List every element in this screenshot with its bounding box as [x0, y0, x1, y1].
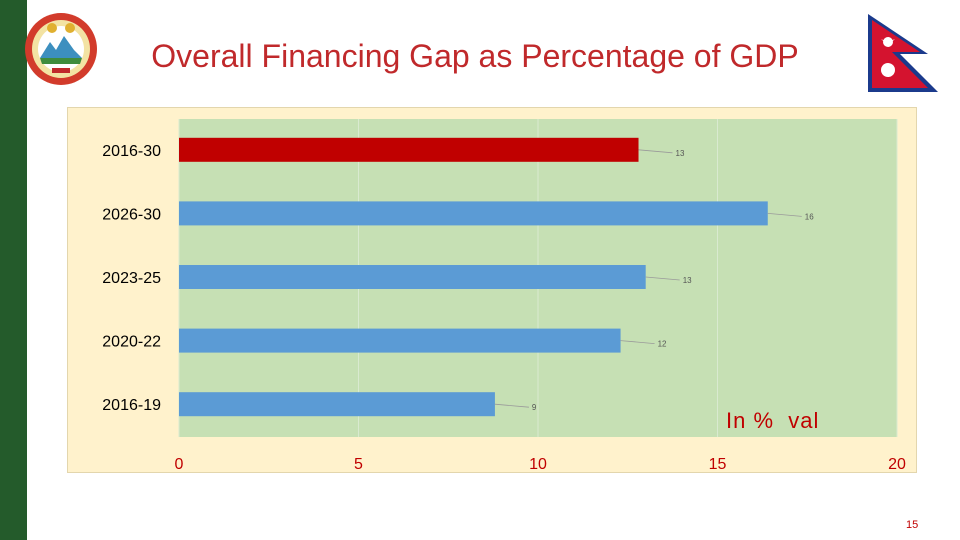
data-label: 9: [532, 403, 537, 412]
bar-chart: 2016-30 13 2026-30 16 2023-25 13 2020-22 12 2016…: [102, 119, 906, 473]
nepal-flag-icon: [868, 14, 938, 92]
data-label: 13: [676, 149, 685, 158]
data-label: 12: [658, 340, 667, 349]
left-accent-bar: [0, 0, 27, 540]
unit-note: In % val: [726, 408, 820, 433]
y-category-label: 2023-25: [102, 270, 161, 287]
y-category-label: 2026-30: [102, 206, 161, 223]
x-tick-label: 20: [888, 456, 906, 473]
y-category-label: 2016-30: [102, 143, 161, 160]
x-tick-label: 5: [354, 456, 363, 473]
data-label: 16: [805, 212, 814, 221]
data-label-leader: [767, 213, 802, 217]
x-tick-label: 15: [709, 456, 727, 473]
bar-2026-30: [179, 201, 768, 226]
y-category-label: 2020-22: [102, 334, 161, 351]
data-label-leader: [645, 276, 680, 281]
bar-2023-25: [179, 265, 646, 289]
data-label-leader: [638, 149, 673, 154]
data-label-leader: [494, 403, 529, 408]
chart-frame: 2016-30 13 2026-30 16 2023-25 13 2020-22 12 2016…: [67, 107, 917, 473]
bar-2016-19: [179, 392, 495, 417]
nepal-emblem-logo: [25, 13, 97, 85]
x-tick-label: 0: [175, 456, 184, 473]
x-tick-label: 10: [529, 456, 547, 473]
bar-2016-30: [179, 137, 639, 162]
data-label: 13: [683, 276, 692, 285]
bar-2020-22: [179, 328, 621, 353]
page-number: 15: [906, 519, 919, 531]
data-label-leader: [620, 340, 655, 344]
y-category-label: 2016-19: [102, 397, 161, 414]
slide-title: Overall Financing Gap as Percentage of G…: [151, 38, 799, 74]
